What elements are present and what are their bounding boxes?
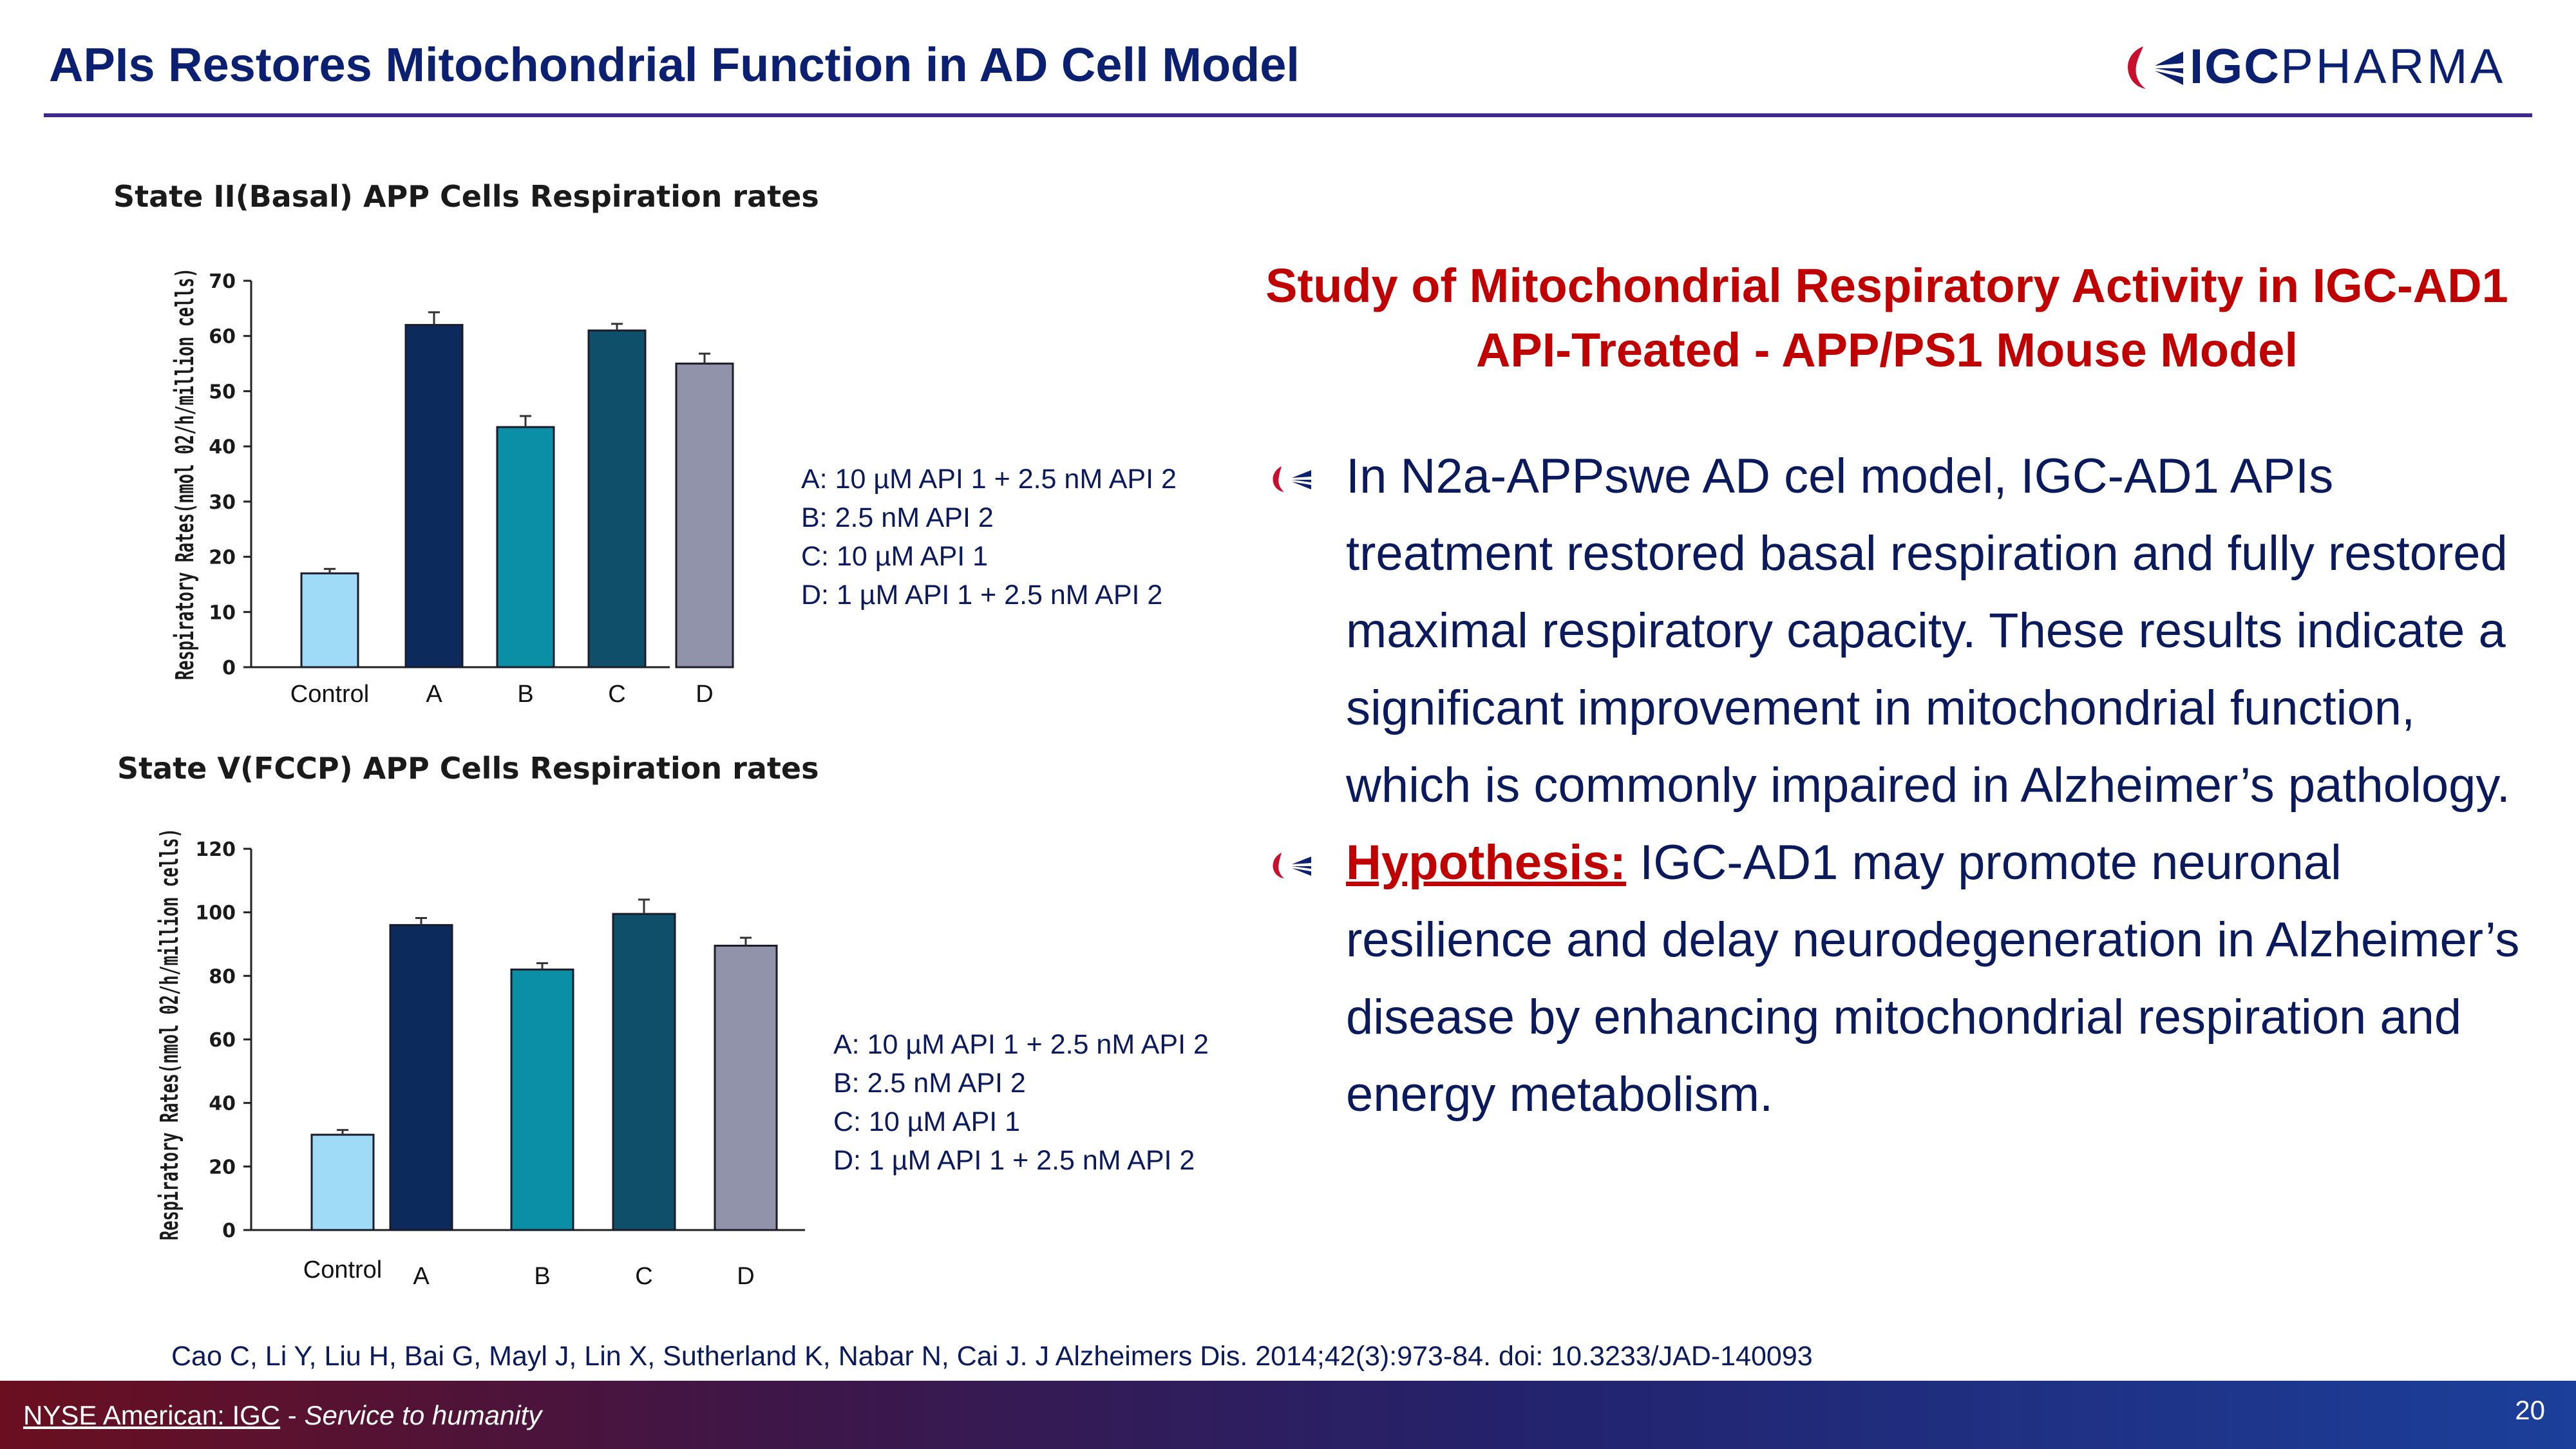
x-tick-label: D bbox=[696, 681, 713, 708]
title-divider bbox=[44, 113, 2532, 117]
chart-1-title: State II(Basal) APP Cells Respiration ra… bbox=[113, 179, 819, 214]
bullet-1-text: In N2a-APPswe AD cel model, IGC-AD1 APIs… bbox=[1346, 449, 2510, 813]
legend-bottom-item-b: B: 2.5 nM API 2 bbox=[833, 1068, 1026, 1099]
y-tick-label: 30 bbox=[209, 491, 236, 514]
y-tick-label: 80 bbox=[209, 965, 236, 988]
y-axis-label: Respiratory Rates(nmol 02/h/million cell… bbox=[171, 268, 199, 680]
bar-b bbox=[496, 426, 555, 668]
x-tick-label: C bbox=[608, 681, 625, 708]
bullet-logo-icon bbox=[1273, 466, 1311, 492]
bullet-item: Hypothesis: IGC-AD1 may promote neuronal… bbox=[1269, 824, 2531, 1133]
chart-fccp-respiration: 0 20 40 60 80 100 120 Respiratory Rates(nmol 02… bbox=[155, 828, 805, 1290]
footer-tagline: Service to humanity bbox=[304, 1400, 542, 1430]
slide-title: APIs Restores Mitochondrial Function in … bbox=[49, 38, 1300, 91]
y-tick-label: 50 bbox=[209, 381, 236, 403]
legend-top-item-c: C: 10 µM API 1 bbox=[801, 541, 989, 572]
chart-2-title: State V(FCCP) APP Cells Respiration rate… bbox=[117, 751, 819, 786]
y-tick-label: 120 bbox=[195, 838, 236, 861]
legend-bottom-item-d: D: 1 µM API 1 + 2.5 nM API 2 bbox=[833, 1145, 1195, 1176]
x-tick-label: A bbox=[413, 1263, 430, 1290]
bullet-logo-icon bbox=[1273, 853, 1311, 878]
footer-ticker-link[interactable]: NYSE American: IGC bbox=[23, 1400, 281, 1430]
legend-bottom: A: 10 µM API 1 + 2.5 nM API 2 B: 2.5 nM … bbox=[833, 1025, 1209, 1180]
y-axis-label: Respiratory Rates(nmol 02/h/million cell… bbox=[155, 828, 184, 1240]
x-tick-label: B bbox=[534, 1263, 550, 1290]
y-tick-label: 60 bbox=[209, 326, 236, 348]
y-tick-label: 70 bbox=[209, 270, 236, 293]
bar-a bbox=[389, 923, 453, 1231]
bar-d bbox=[714, 944, 778, 1231]
legend-top: A: 10 µM API 1 + 2.5 nM API 2 B: 2.5 nM … bbox=[801, 460, 1177, 614]
x-tick-label: C bbox=[635, 1263, 652, 1290]
y-tick-label: 10 bbox=[209, 601, 236, 624]
bullet-2-text: IGC-AD1 may promote neuronal resilience … bbox=[1346, 835, 2520, 1122]
bullet-item: In N2a-APPswe AD cel model, IGC-AD1 APIs… bbox=[1269, 438, 2531, 824]
legend-top-item-a: A: 10 µM API 1 + 2.5 nM API 2 bbox=[801, 464, 1177, 495]
bullet-list: In N2a-APPswe AD cel model, IGC-AD1 APIs… bbox=[1269, 438, 2531, 1133]
bar-c bbox=[612, 913, 676, 1231]
y-tick-label: 0 bbox=[222, 1220, 236, 1242]
x-tick-label: Control bbox=[290, 681, 370, 708]
bar-control bbox=[310, 1133, 375, 1231]
bar-b bbox=[510, 968, 574, 1231]
footer-bar: NYSE American: IGC - Service to humanity… bbox=[0, 1381, 2576, 1449]
citation: Cao C, Li Y, Liu H, Bai G, Mayl J, Lin X… bbox=[171, 1341, 1813, 1372]
x-tick-label: D bbox=[737, 1263, 754, 1290]
logo-mark-icon bbox=[2128, 46, 2183, 89]
footer-left: NYSE American: IGC - Service to humanity bbox=[23, 1400, 542, 1431]
legend-bottom-item-a: A: 10 µM API 1 + 2.5 nM API 2 bbox=[833, 1029, 1209, 1060]
bar-a bbox=[404, 324, 464, 668]
hypothesis-label: Hypothesis: bbox=[1346, 835, 1626, 890]
y-tick-label: 0 bbox=[222, 657, 236, 679]
y-tick-label: 20 bbox=[209, 547, 236, 569]
y-tick-label: 40 bbox=[209, 436, 236, 459]
bar-d bbox=[675, 363, 734, 668]
legend-top-item-d: D: 1 µM API 1 + 2.5 nM API 2 bbox=[801, 580, 1163, 611]
x-tick-label: A bbox=[426, 681, 442, 708]
logo-text-bold: IGC bbox=[2190, 39, 2281, 94]
legend-top-item-b: B: 2.5 nM API 2 bbox=[801, 502, 994, 533]
legend-bottom-item-c: C: 10 µM API 1 bbox=[833, 1106, 1021, 1137]
chart-basal-respiration: 0 10 20 30 40 50 60 70 Respiratory Rates(nmol 02… bbox=[171, 268, 734, 708]
company-logo: IGC PHARMA bbox=[2119, 37, 2505, 95]
x-tick-label: Control bbox=[303, 1256, 383, 1283]
bar-c bbox=[587, 329, 647, 668]
logo-text-light: PHARMA bbox=[2280, 39, 2506, 94]
y-tick-label: 40 bbox=[209, 1093, 236, 1115]
study-heading: Study of Mitochondrial Respiratory Activ… bbox=[1265, 259, 2508, 377]
y-tick-label: 20 bbox=[209, 1156, 236, 1179]
y-tick-label: 60 bbox=[209, 1029, 236, 1052]
footer-separator: - bbox=[280, 1400, 305, 1430]
page-number: 20 bbox=[2515, 1395, 2545, 1425]
y-tick-label: 100 bbox=[195, 902, 236, 925]
x-tick-label: B bbox=[517, 681, 533, 708]
